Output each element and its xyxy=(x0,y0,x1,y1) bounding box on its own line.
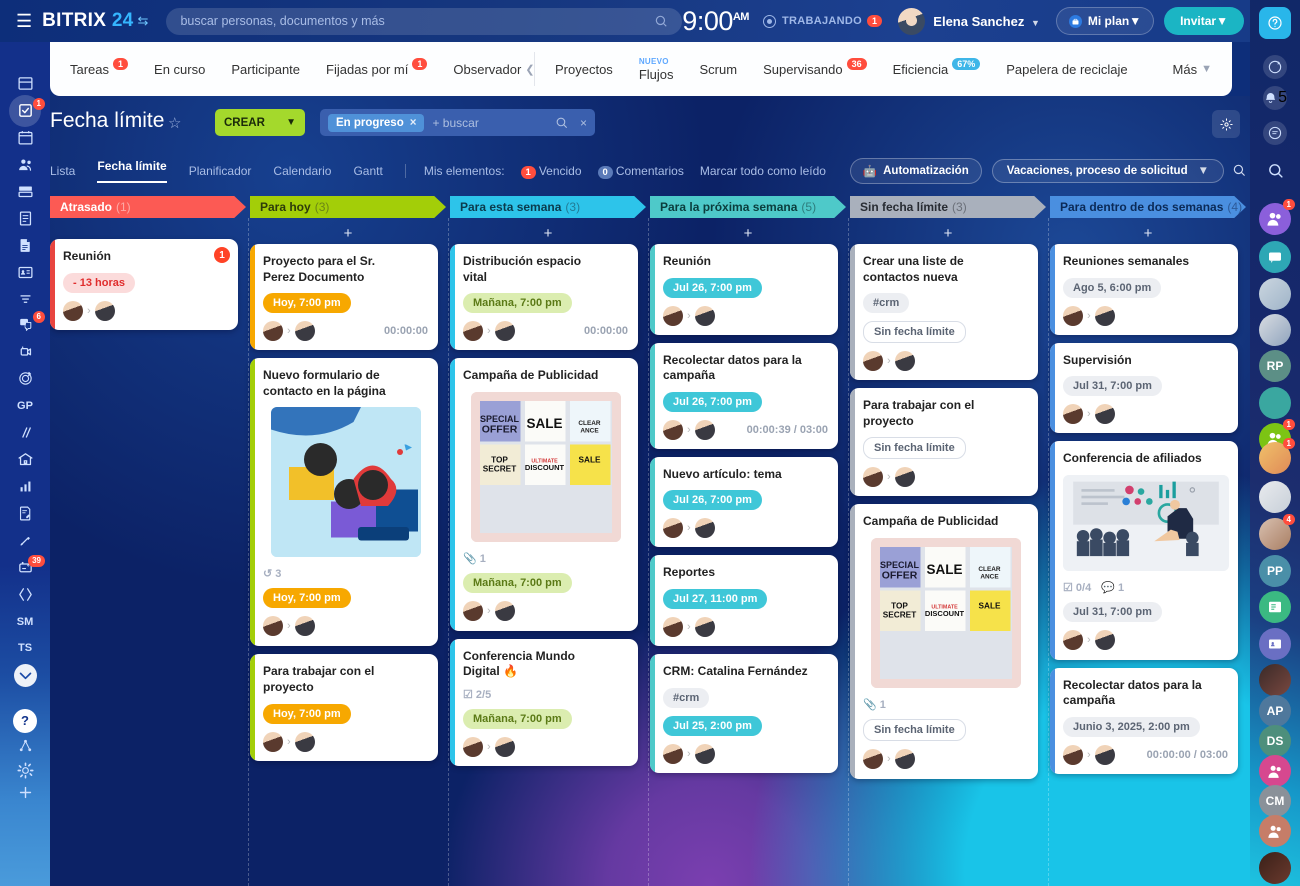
svg-text:SALE: SALE xyxy=(978,601,1001,610)
svg-text:SALE: SALE xyxy=(578,455,601,464)
svg-text:SPECIAL: SPECIAL xyxy=(879,560,919,570)
svg-text:TOP: TOP xyxy=(491,455,508,464)
svg-text:SALE: SALE xyxy=(926,562,962,577)
svg-text:ANCE: ANCE xyxy=(580,427,599,434)
svg-text:CLEAR: CLEAR xyxy=(578,420,601,427)
svg-text:SECRET: SECRET xyxy=(482,464,515,473)
svg-text:TOP: TOP xyxy=(891,601,908,610)
svg-text:SECRET: SECRET xyxy=(882,610,915,619)
svg-text:DISCOUNT: DISCOUNT xyxy=(924,609,964,618)
svg-text:CLEAR: CLEAR xyxy=(978,566,1001,573)
svg-text:SALE: SALE xyxy=(526,416,562,431)
svg-text:OFFER: OFFER xyxy=(881,569,917,581)
svg-text:DISCOUNT: DISCOUNT xyxy=(524,463,564,472)
svg-text:SPECIAL: SPECIAL xyxy=(479,414,519,424)
svg-text:OFFER: OFFER xyxy=(481,423,517,435)
svg-text:ANCE: ANCE xyxy=(980,573,999,580)
